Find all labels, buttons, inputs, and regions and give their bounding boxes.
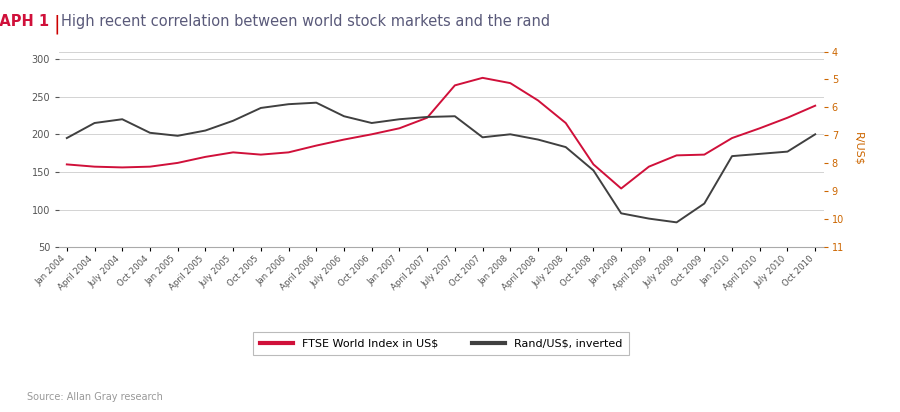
Text: GRAPH 1: GRAPH 1 bbox=[0, 14, 50, 29]
Legend: FTSE World Index in US$, Rand/US$, inverted: FTSE World Index in US$, Rand/US$, inver… bbox=[253, 332, 629, 355]
Y-axis label: R/US$: R/US$ bbox=[853, 133, 863, 166]
Text: High recent correlation between world stock markets and the rand: High recent correlation between world st… bbox=[61, 14, 550, 29]
Text: Source: Allan Gray research: Source: Allan Gray research bbox=[27, 392, 163, 402]
Text: |: | bbox=[54, 14, 60, 34]
